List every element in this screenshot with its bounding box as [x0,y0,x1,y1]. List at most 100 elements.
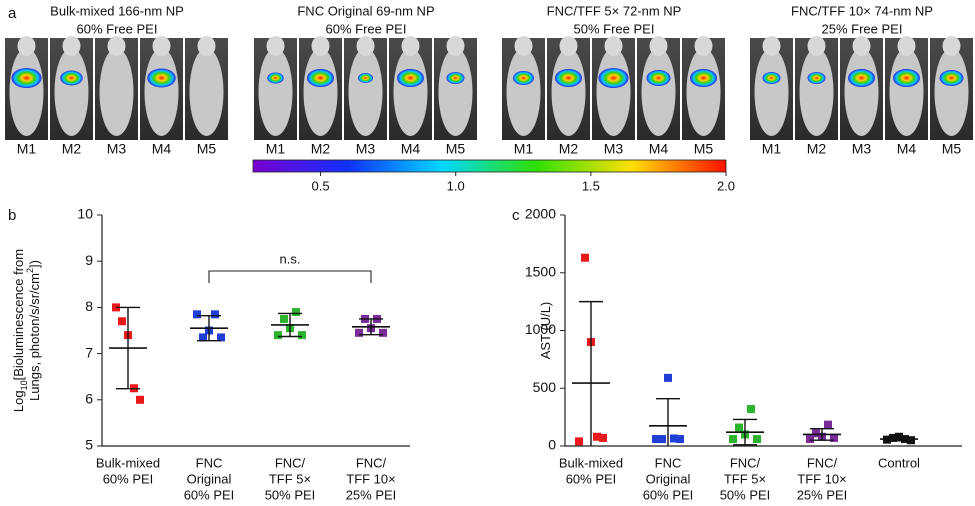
mouse-head [401,36,420,56]
mouse-head [197,36,216,56]
signal [397,69,424,87]
x-tick-label: Original [187,471,232,486]
mouse-label: M3 [852,141,872,157]
signal [893,69,920,87]
mouse-head [694,36,713,56]
signal [307,69,334,87]
mouse-head [311,36,330,56]
x-tick-label: Bulk-mixed [559,455,623,470]
mouse-body [506,48,541,136]
x-tick-label: TFF 10× [797,471,847,486]
mouse-label: M1 [514,141,534,157]
point [664,373,672,382]
mouse-body [799,48,834,136]
x-tick-label: 60% PEI [566,471,617,486]
mouse-body [99,48,134,136]
x-tick-label: FNC/ [807,455,838,470]
point [292,308,300,317]
mouse-head [559,36,578,56]
mouse-label: M5 [197,141,217,157]
point [806,435,814,444]
mouse-body [551,48,586,136]
axis [564,215,962,447]
point [670,434,678,443]
annotation: n.s. [280,251,301,266]
point [676,435,684,444]
panel-label: c [512,207,520,224]
point [575,437,583,446]
y-axis-label-part: 2 [25,268,35,273]
x-tick-label: FNC/ [275,455,306,470]
signal [762,72,781,84]
x-tick-label: FNC [655,455,682,470]
y-tick-label: 8 [85,298,93,314]
y-axis-label-part: Lungs, photon/s/sr/cm [27,273,42,401]
y-tick-label: 6 [85,391,93,407]
point [652,435,660,444]
point [379,328,387,337]
point [298,331,306,340]
axis [101,215,410,447]
x-tick-label: 60% PEI [643,487,694,502]
mouse-head [17,36,36,56]
mouse-head [852,36,871,56]
signal [555,69,582,87]
mouse-label: M1 [762,141,782,157]
point [136,395,144,404]
x-tick-label: Control [878,455,920,470]
mouse-label: M5 [942,141,962,157]
x-tick-label: 25% PEI [797,487,848,502]
y-axis-label: Log10[Bioluminescence from [11,249,29,412]
x-tick-label: TFF 10× [346,471,396,486]
group-title: 60% Free PEI [326,21,407,36]
point [581,253,589,262]
point [274,331,282,340]
colorbar-tick-label: 1.5 [582,178,600,193]
mouse-head [807,36,826,56]
signal [598,68,629,88]
mouse-label: M3 [604,141,624,157]
y-tick-label: 10 [77,206,93,222]
signal [848,69,875,87]
x-tick-label: TFF 5× [269,471,311,486]
point [753,435,761,444]
signal [60,70,83,86]
point [217,333,225,342]
mouse-body [844,48,879,136]
signal [807,72,826,84]
y-axis-label-part: Log [11,390,26,412]
y-axis-label-part: AST (U/L) [538,302,553,360]
point [199,333,207,342]
signal [147,68,176,88]
y-tick-label: 7 [85,344,93,360]
x-tick-label: FNC/ [730,455,761,470]
group-title: 25% Free PEI [822,21,903,36]
panel-label: a [8,5,17,22]
y-axis-label-part: [Bioluminescence from [11,249,26,381]
point [729,435,737,444]
mouse-body [303,48,338,136]
mouse-label: M1 [17,141,37,157]
mouse-label: M4 [401,141,421,157]
colorbar-tick-label: 0.5 [312,178,330,193]
mouse-body [54,48,89,136]
group-title: FNC/TFF 5× 72-nm NP [547,3,682,18]
point [211,310,219,319]
y-tick-label: 1500 [525,263,556,279]
mouse-body [934,48,969,136]
x-tick-label: FNC [196,455,223,470]
signal [939,70,964,86]
signal [11,68,42,88]
group-title: 50% Free PEI [574,21,655,36]
x-tick-label: 25% PEI [346,487,397,502]
mouse-label: M5 [446,141,466,157]
y-axis-label: Lungs, photon/s/sr/cm2]) [25,260,42,401]
mouse-head [107,36,126,56]
mouse-body [348,48,383,136]
mouse-head [942,36,961,56]
x-tick-label: 60% PEI [103,471,154,486]
signal [267,72,284,84]
y-tick-label: 9 [85,252,93,268]
point [735,423,743,432]
